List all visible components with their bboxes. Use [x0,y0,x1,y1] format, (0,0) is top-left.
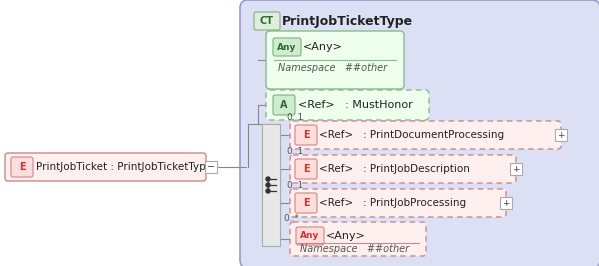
Text: 0..1: 0..1 [286,181,303,190]
Text: PrintJobTicketType: PrintJobTicketType [282,15,413,27]
Text: <Any>: <Any> [303,42,343,52]
Text: <Ref>   : PrintJobDescription: <Ref> : PrintJobDescription [319,164,470,174]
Bar [262,124,280,246]
FancyBboxPatch shape [290,155,516,183]
Text: E: E [302,164,309,174]
Bar [205,161,217,173]
Text: 0..1: 0..1 [286,147,303,156]
Bar [555,129,567,141]
FancyBboxPatch shape [290,189,506,217]
Text: Any: Any [300,231,320,240]
FancyBboxPatch shape [254,12,280,30]
FancyBboxPatch shape [295,159,317,179]
FancyBboxPatch shape [290,222,426,256]
Text: E: E [302,198,309,208]
FancyBboxPatch shape [290,121,561,149]
Circle shape [266,183,270,187]
Text: CT: CT [260,16,274,26]
FancyBboxPatch shape [5,153,206,181]
Text: +: + [502,198,510,207]
Text: Namespace   ##other: Namespace ##other [278,63,387,73]
Text: Any: Any [277,43,297,52]
Text: 0..*: 0..* [283,214,299,223]
Text: E: E [19,162,25,172]
FancyBboxPatch shape [240,0,599,266]
Text: <Ref>   : MustHonor: <Ref> : MustHonor [298,100,413,110]
Text: PrintJobTicket : PrintJobTicketType: PrintJobTicket : PrintJobTicketType [36,162,212,172]
Text: Namespace   ##other: Namespace ##other [300,244,409,254]
Text: +: + [557,131,565,139]
Circle shape [266,177,270,181]
Bar [510,163,522,175]
FancyBboxPatch shape [11,157,33,177]
FancyBboxPatch shape [295,125,317,145]
FancyBboxPatch shape [266,90,429,120]
Circle shape [266,189,270,193]
FancyBboxPatch shape [273,38,301,56]
Text: E: E [302,130,309,140]
Text: A: A [280,100,288,110]
Text: 0..1: 0..1 [286,113,303,122]
FancyBboxPatch shape [296,227,324,245]
FancyBboxPatch shape [273,95,295,115]
Text: <Ref>   : PrintJobProcessing: <Ref> : PrintJobProcessing [319,198,466,208]
Bar [500,197,512,209]
Text: <Any>: <Any> [326,231,366,241]
Text: −: − [207,162,215,172]
Text: +: + [512,164,520,173]
Text: <Ref>   : PrintDocumentProcessing: <Ref> : PrintDocumentProcessing [319,130,504,140]
FancyBboxPatch shape [295,193,317,213]
FancyBboxPatch shape [266,31,404,89]
